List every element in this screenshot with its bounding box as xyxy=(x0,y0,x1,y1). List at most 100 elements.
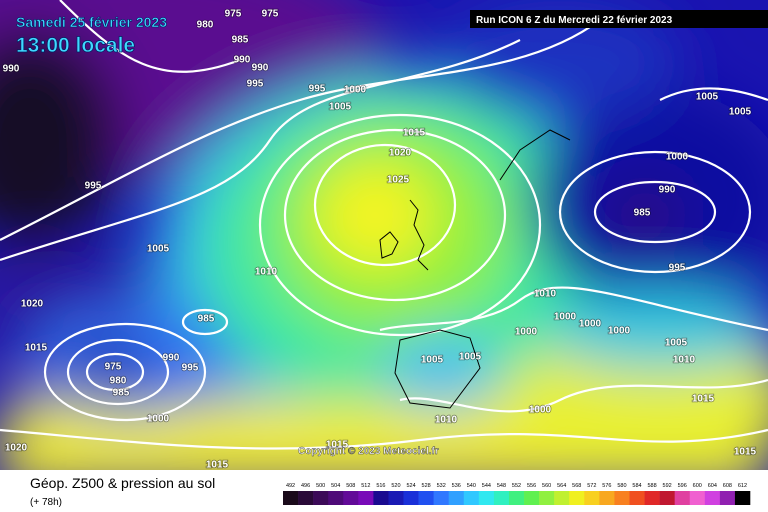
isobar-label: 1010 xyxy=(673,355,696,366)
legend-label: 536 xyxy=(452,483,461,489)
legend-label: 500 xyxy=(316,483,325,489)
legend-label: 556 xyxy=(527,483,536,489)
legend-label: 588 xyxy=(647,483,656,489)
legend-swatch xyxy=(704,491,721,505)
run: Run ICON 6 Z du Mercredi 22 février 2023 xyxy=(476,15,673,26)
isobar-label: 985 xyxy=(198,314,215,325)
legend-label: 520 xyxy=(391,483,400,489)
legend-swatch xyxy=(448,491,465,505)
legend-swatch xyxy=(584,491,600,505)
isobar-label: 990 xyxy=(234,55,251,66)
coastlines xyxy=(379,129,571,409)
isobar-label: 1015 xyxy=(25,343,48,354)
isobar-label: 995 xyxy=(309,84,326,95)
legend-swatch xyxy=(493,491,510,505)
field xyxy=(0,0,768,470)
isobar-label: 990 xyxy=(659,185,676,196)
isobar-label: 1020 xyxy=(5,443,28,454)
isobar-label: 1020 xyxy=(389,148,412,159)
isobar-label: 1000 xyxy=(147,414,170,425)
legend-label: 504 xyxy=(331,483,340,489)
isobar-label: 975 xyxy=(262,9,279,20)
legend-swatch xyxy=(554,491,570,505)
legend-label: 584 xyxy=(632,483,641,489)
legend-label: 540 xyxy=(467,483,476,489)
legend-label: 596 xyxy=(678,483,687,489)
legend-swatch xyxy=(524,491,540,505)
isobar-label: 990 xyxy=(163,353,180,364)
isobar-label: 1000 xyxy=(554,312,577,323)
isobar-label: 990 xyxy=(3,64,20,75)
legend-label: 576 xyxy=(602,483,611,489)
legend-label: 568 xyxy=(572,483,581,489)
isobar-label: 1005 xyxy=(665,338,688,349)
isobar-label: 995 xyxy=(182,363,199,374)
legend-swatch xyxy=(569,491,585,505)
legend-swatch xyxy=(629,491,645,505)
isobar-label: 1005 xyxy=(147,244,170,255)
isobar-label: 1015 xyxy=(692,394,715,405)
isobar-label: 1010 xyxy=(534,289,557,300)
legend-label: 552 xyxy=(512,483,521,489)
legend-swatch xyxy=(508,491,525,505)
legend-label: 512 xyxy=(361,483,370,489)
legend-swatch xyxy=(343,491,359,505)
legend-swatch xyxy=(433,491,450,505)
legend-label: 572 xyxy=(587,483,596,489)
footer-title: Géop. Z500 & pression au sol xyxy=(30,475,215,491)
isobar-label: 1005 xyxy=(696,92,719,103)
legend-swatch xyxy=(388,491,404,505)
legend-swatch xyxy=(539,491,555,505)
isobar-label: 985 xyxy=(232,35,249,46)
isobar-label: 1005 xyxy=(421,355,444,366)
legend-label: 492 xyxy=(286,483,295,489)
legend-swatch xyxy=(298,491,314,505)
legend-label: 608 xyxy=(723,483,732,489)
isobar-label: 990 xyxy=(252,63,269,74)
isobar-label: 995 xyxy=(85,181,102,192)
legend-swatch xyxy=(373,491,389,505)
legend-label: 496 xyxy=(301,483,310,489)
isobar-label: 1000 xyxy=(515,327,538,338)
isobar-label: 975 xyxy=(105,362,122,373)
isobar-label: 1000 xyxy=(344,85,367,96)
legend-label: 524 xyxy=(406,483,415,489)
legend-swatch xyxy=(478,491,495,505)
legend-swatch xyxy=(358,491,374,505)
isobar-label: 985 xyxy=(113,388,130,399)
legend-label: 564 xyxy=(557,483,566,489)
isobar-label: 1000 xyxy=(666,152,689,163)
run-box xyxy=(470,10,768,28)
legend-swatch xyxy=(734,491,751,505)
isobar-label: 1025 xyxy=(387,175,410,186)
isobar-label: 1000 xyxy=(529,405,552,416)
legend-swatch xyxy=(418,491,434,505)
isobar-label: 1015 xyxy=(326,440,349,451)
legend-swatch xyxy=(328,491,344,505)
date: Samedi 25 février 2023 xyxy=(16,14,167,30)
legend-swatch xyxy=(674,491,691,505)
isobars xyxy=(0,0,768,450)
isobar-label: 1010 xyxy=(435,415,458,426)
isobar-label: 1000 xyxy=(608,326,631,337)
legend-swatch xyxy=(403,491,419,505)
legend-swatch xyxy=(283,491,299,505)
time: 13:00 locale xyxy=(16,34,135,57)
isobar-label: 1005 xyxy=(729,107,752,118)
legend: 492 496 500 504 508 512 516 520 524 528 532 536 540 5… xyxy=(283,483,751,505)
isobar-label: 995 xyxy=(669,263,686,274)
isobar-label: 1020 xyxy=(21,299,44,310)
legend-label: 508 xyxy=(346,483,355,489)
isobar-label: 975 xyxy=(225,9,242,20)
legend-label: 516 xyxy=(376,483,385,489)
isobar-label: 1015 xyxy=(734,447,757,458)
isobar-label: 995 xyxy=(247,79,264,90)
isobar-label: 1000 xyxy=(579,319,602,330)
legend-swatch xyxy=(644,491,660,505)
legend-swatch xyxy=(719,491,736,505)
legend-label: 580 xyxy=(617,483,626,489)
legend-label: 560 xyxy=(542,483,551,489)
legend-swatch xyxy=(599,491,615,505)
